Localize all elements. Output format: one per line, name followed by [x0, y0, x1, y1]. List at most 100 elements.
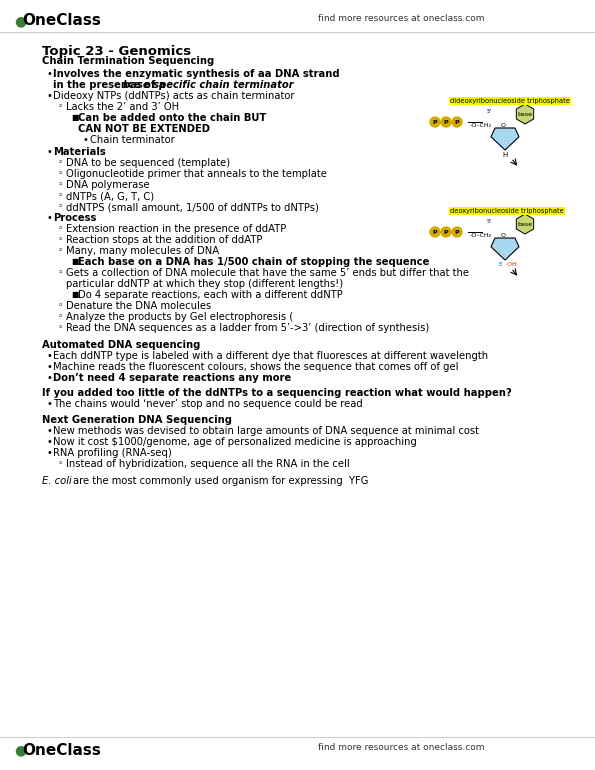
Text: OH: OH: [505, 262, 516, 267]
Text: Reaction stops at the addition of ddATP: Reaction stops at the addition of ddATP: [66, 236, 262, 246]
Text: -O–CH₂: -O–CH₂: [470, 123, 492, 128]
Text: ◦: ◦: [58, 203, 64, 211]
Text: •: •: [46, 399, 52, 409]
Text: Now it cost $1000/genome, age of personalized medicine is approaching: Now it cost $1000/genome, age of persona…: [53, 437, 417, 447]
Text: ◦: ◦: [58, 301, 64, 310]
Text: ◦: ◦: [58, 236, 64, 244]
Text: RNA profiling (RNA-seq): RNA profiling (RNA-seq): [53, 447, 172, 457]
Text: Can be added onto the chain BUT: Can be added onto the chain BUT: [78, 112, 267, 122]
Text: base: base: [518, 222, 533, 226]
Text: base: base: [518, 112, 533, 116]
Text: Each base on a DNA has 1/500 chain of stopping the sequence: Each base on a DNA has 1/500 chain of st…: [78, 257, 430, 267]
Text: 5': 5': [487, 219, 492, 224]
Text: •: •: [46, 213, 52, 223]
Text: •: •: [46, 426, 52, 436]
Text: P: P: [455, 119, 459, 125]
Text: find more resources at oneclass.com: find more resources at oneclass.com: [318, 14, 484, 23]
Text: •: •: [46, 69, 52, 79]
Polygon shape: [516, 104, 534, 124]
Text: Oligonucleotide primer that anneals to the template: Oligonucleotide primer that anneals to t…: [66, 169, 327, 179]
Text: •: •: [46, 373, 52, 383]
Text: base specific chain terminator: base specific chain terminator: [123, 79, 293, 89]
Text: are the most commonly used organism for expressing  YFG: are the most commonly used organism for …: [73, 476, 368, 486]
Text: ◦: ◦: [58, 191, 64, 200]
Text: ■: ■: [71, 112, 79, 122]
Text: ◦: ◦: [58, 313, 64, 321]
Text: •: •: [46, 147, 52, 157]
Text: Involves the enzymatic synthesis of aa DNA strand: Involves the enzymatic synthesis of aa D…: [53, 69, 340, 79]
Text: 5': 5': [487, 109, 492, 114]
Text: P: P: [433, 229, 437, 235]
Text: ◦: ◦: [58, 169, 64, 179]
Text: ◦: ◦: [58, 180, 64, 189]
Text: CAN NOT BE EXTENDED: CAN NOT BE EXTENDED: [78, 124, 210, 134]
Text: •: •: [46, 351, 52, 361]
Text: ■: ■: [71, 290, 79, 300]
Text: ◦: ◦: [58, 246, 64, 256]
Text: 3': 3': [497, 262, 503, 267]
Text: P: P: [444, 119, 448, 125]
Text: Machine reads the fluorescent colours, shows the sequence that comes off of gel: Machine reads the fluorescent colours, s…: [53, 362, 459, 372]
Text: ●: ●: [14, 743, 26, 757]
Text: Materials: Materials: [53, 147, 106, 157]
Text: -O–CH₂: -O–CH₂: [470, 233, 492, 238]
Text: OneClass: OneClass: [22, 743, 101, 758]
Text: Chain terminator: Chain terminator: [90, 135, 175, 145]
Text: If you added too little of the ddNTPs to a sequencing reaction what would happen: If you added too little of the ddNTPs to…: [42, 388, 512, 398]
Text: Dideoxy NTPs (ddNTPs) acts as chain terminator: Dideoxy NTPs (ddNTPs) acts as chain term…: [53, 91, 295, 101]
Text: Many, many molecules of DNA: Many, many molecules of DNA: [66, 246, 219, 256]
Text: ◦: ◦: [58, 159, 64, 167]
Text: New methods was devised to obtain large amounts of DNA sequence at minimal cost: New methods was devised to obtain large …: [53, 426, 479, 436]
Text: O: O: [500, 123, 506, 128]
Text: DNA to be sequenced (template): DNA to be sequenced (template): [66, 159, 230, 169]
Polygon shape: [516, 214, 534, 234]
Polygon shape: [491, 128, 519, 150]
Circle shape: [441, 117, 451, 127]
Text: ■: ■: [71, 257, 79, 266]
Text: ◦: ◦: [58, 224, 64, 233]
Text: The chains would ‘never’ stop and no sequence could be read: The chains would ‘never’ stop and no seq…: [53, 399, 363, 409]
Text: •: •: [46, 437, 52, 447]
Text: •: •: [46, 91, 52, 101]
Text: dideoxyribonucleoside triphosphate: dideoxyribonucleoside triphosphate: [450, 98, 570, 104]
Circle shape: [452, 117, 462, 127]
Text: Instead of hybridization, sequence all the RNA in the cell: Instead of hybridization, sequence all t…: [66, 459, 350, 469]
Text: •: •: [46, 447, 52, 457]
Circle shape: [452, 227, 462, 237]
Text: O: O: [500, 233, 506, 238]
Text: Denature the DNA molecules: Denature the DNA molecules: [66, 301, 211, 311]
Text: deoxyribonucleoside triphosphate: deoxyribonucleoside triphosphate: [450, 208, 563, 214]
Text: Process: Process: [53, 213, 96, 223]
Text: P: P: [433, 119, 437, 125]
Text: Gets a collection of DNA molecule that have the same 5’ ends but differ that the: Gets a collection of DNA molecule that h…: [66, 268, 469, 278]
Text: Read the DNA sequences as a ladder from 5’->3’ (direction of synthesis): Read the DNA sequences as a ladder from …: [66, 323, 429, 333]
Text: ●: ●: [14, 14, 26, 28]
Text: DNA polymerase: DNA polymerase: [66, 180, 149, 190]
Text: Do 4 separate reactions, each with a different ddNTP: Do 4 separate reactions, each with a dif…: [78, 290, 343, 300]
Polygon shape: [491, 238, 519, 260]
Circle shape: [430, 117, 440, 127]
Text: ◦: ◦: [58, 459, 64, 467]
Text: find more resources at oneclass.com: find more resources at oneclass.com: [318, 743, 484, 752]
Text: Each ddNTP type is labeled with a different dye that fluoresces at different wav: Each ddNTP type is labeled with a differ…: [53, 351, 488, 361]
Text: ◦: ◦: [58, 323, 64, 333]
Text: Chain Termination Sequencing: Chain Termination Sequencing: [42, 56, 214, 66]
Text: H: H: [502, 152, 508, 158]
Text: OneClass: OneClass: [22, 13, 101, 28]
Text: Extension reaction in the presence of ddATP: Extension reaction in the presence of dd…: [66, 224, 286, 234]
Text: ddNTPS (small amount, 1/500 of ddNTPs to dNTPs): ddNTPS (small amount, 1/500 of ddNTPs to…: [66, 203, 319, 213]
Text: particular ddNTP at which they stop (different lengths!): particular ddNTP at which they stop (dif…: [66, 280, 343, 290]
Text: Next Generation DNA Sequencing: Next Generation DNA Sequencing: [42, 414, 232, 424]
Text: dNTPs (A, G, T, C): dNTPs (A, G, T, C): [66, 191, 154, 201]
Text: •: •: [46, 362, 52, 372]
Text: Analyze the products by Gel electrophoresis (: Analyze the products by Gel electrophore…: [66, 313, 293, 323]
Text: ◦: ◦: [58, 102, 64, 111]
Circle shape: [430, 227, 440, 237]
Circle shape: [441, 227, 451, 237]
Text: E. coli: E. coli: [42, 476, 72, 486]
Text: in the presence of a: in the presence of a: [53, 79, 169, 89]
Text: •: •: [83, 135, 89, 145]
Text: Lacks the 2’ and 3’ OH: Lacks the 2’ and 3’ OH: [66, 102, 179, 112]
Text: P: P: [444, 229, 448, 235]
Text: Don’t need 4 separate reactions any more: Don’t need 4 separate reactions any more: [53, 373, 291, 383]
